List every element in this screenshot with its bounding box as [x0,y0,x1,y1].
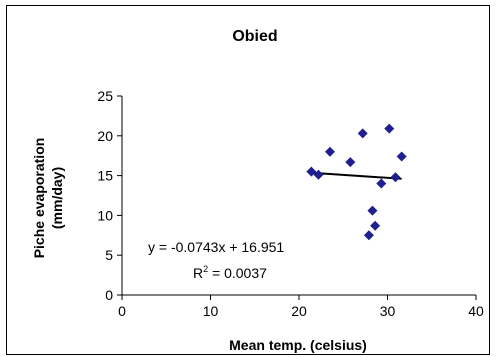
x-axis-title: Mean temp. (celsius) [229,337,367,353]
data-point [367,205,378,216]
x-tick-label: 40 [468,303,484,319]
y-axis-title: Piche evaporation (mm/day) [31,138,65,259]
x-tick-label: 0 [118,303,126,319]
chart-frame [6,5,490,355]
r-squared-value: = 0.0037 [208,265,267,281]
y-tick-label: 10 [97,207,113,223]
x-ticks: 0 10 20 30 40 [118,295,484,319]
data-point [345,157,356,168]
trendline [311,171,402,180]
data-point [363,230,374,241]
data-point [306,166,317,177]
x-tick-label: 10 [203,303,219,319]
y-tick-label: 25 [97,88,113,104]
y-axis-title-line2: (mm/day) [49,167,65,229]
y-ticks: 0 5 10 15 20 25 [97,88,122,303]
data-point [370,220,381,231]
data-point [357,128,368,139]
data-point [313,169,324,180]
y-tick-label: 20 [97,128,113,144]
data-point [390,172,401,183]
data-point [324,146,335,157]
data-point [376,178,387,189]
trendline-equation: y = -0.0743x + 16.951 [148,239,284,255]
data-point [384,123,395,134]
trendline-group [311,171,402,180]
r-squared-prefix: R [193,265,203,281]
data-point [396,151,407,162]
r-squared-superscript: 2 [203,264,208,274]
x-tick-label: 30 [380,303,396,319]
chart-title: Obied [232,28,277,45]
x-tick-label: 20 [291,303,307,319]
y-tick-label: 15 [97,168,113,184]
data-points [306,123,407,241]
y-axis-title-line1: Piche evaporation [31,138,47,259]
r-squared-label: R2 = 0.0037 [193,264,267,281]
y-tick-label: 0 [105,287,113,303]
y-tick-label: 5 [105,247,113,263]
